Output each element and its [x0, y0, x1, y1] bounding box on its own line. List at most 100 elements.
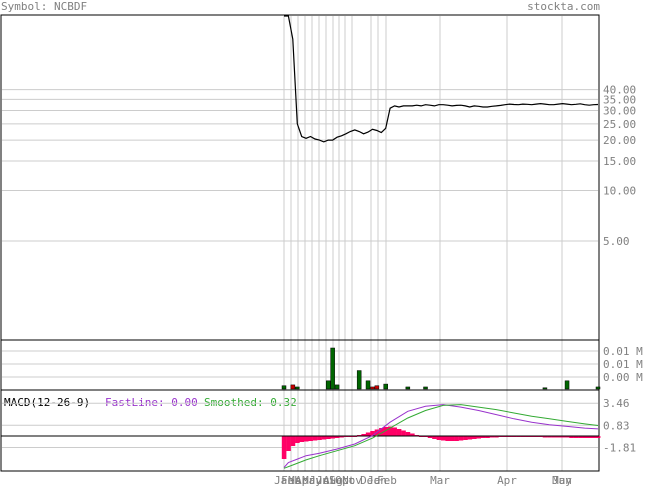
volume-bars	[281, 347, 601, 390]
macd-histogram-bar	[564, 436, 570, 438]
macd-axis-labels: 3.46 0.83 -1.81	[603, 397, 636, 454]
macd-histogram-bar	[339, 436, 344, 438]
macd-histogram-bar	[494, 436, 499, 438]
price-tick-label: 10.00	[603, 185, 636, 198]
macd-histogram-bar	[467, 436, 473, 440]
volume-bar	[383, 383, 388, 390]
macd-histogram-bar	[370, 431, 375, 436]
date-tick-label: May	[552, 474, 572, 486]
macd-histogram-bar	[387, 426, 393, 436]
macd-histogram-bar	[560, 436, 566, 438]
volume-bar	[374, 385, 380, 390]
date-tick-label: Sep	[329, 474, 349, 486]
price-tick-label: 20.00	[603, 134, 636, 147]
price-tick-label: 15.00	[603, 155, 636, 168]
volume-bar	[564, 380, 570, 390]
volume-bar	[365, 380, 371, 390]
macd-histogram-bar	[290, 436, 296, 446]
macd-histogram-bar	[334, 436, 340, 438]
price-tick-label: 35.00	[603, 93, 636, 106]
symbol-label: Symbol: NCBDF	[1, 0, 88, 13]
volume-bar	[542, 387, 548, 390]
macd-histogram-bar	[463, 436, 468, 440]
volume-bar	[330, 347, 335, 390]
macd-histogram-bar	[582, 436, 588, 438]
date-tick-label: Jun	[552, 474, 572, 486]
macd-histogram-bar	[480, 436, 486, 438]
macd-histogram-bar	[321, 436, 327, 440]
macd-histogram-bar	[405, 432, 411, 436]
date-tick-label: Jun	[309, 474, 329, 486]
gridlines	[2, 16, 598, 471]
macd-histogram-bar	[410, 433, 415, 436]
macd-tick-label: 3.46	[603, 397, 630, 410]
macd-histogram-bar	[436, 436, 442, 440]
macd-tick-label: -1.81	[603, 441, 636, 454]
volume-tick-label: 0.00 M	[603, 371, 643, 384]
date-tick-label: Feb	[281, 474, 301, 486]
date-tick-label: May	[302, 474, 322, 486]
macd-histogram-bar	[326, 436, 331, 439]
date-tick-label: Dec	[360, 474, 380, 486]
date-tick-label: Feb	[377, 474, 397, 486]
site-brand[interactable]: stockta.com	[527, 0, 600, 13]
macd-histogram-bar	[542, 436, 548, 438]
macd-histogram-bar	[392, 427, 397, 436]
volume-bar	[595, 386, 601, 390]
macd-histogram-bar	[286, 436, 291, 451]
volume-tick-label: 0.01 M	[603, 358, 643, 371]
volume-bar	[290, 384, 296, 390]
volume-bar	[295, 386, 300, 390]
macd-histogram-bar	[489, 436, 495, 438]
volume-bar	[405, 386, 411, 390]
date-tick-label: Jan	[367, 474, 387, 486]
macd-histogram-bar	[401, 430, 406, 436]
macd-fastline	[283, 404, 599, 468]
date-tick-label: Nov	[342, 474, 362, 486]
macd-histogram-bar	[379, 428, 384, 436]
volume-bar	[370, 386, 375, 390]
volume-bar	[334, 384, 340, 390]
date-tick-label: Apr	[497, 474, 517, 486]
macd-histogram-bar	[485, 436, 490, 438]
macd-histogram-bar	[454, 436, 459, 441]
macd-panel-frame	[0, 389, 600, 472]
macd-histogram-bar	[547, 436, 552, 438]
macd-title: MACD(12-26-9)	[4, 396, 91, 409]
volume-bar	[356, 370, 362, 390]
date-tick-label: Oct	[335, 474, 355, 486]
volume-bar	[281, 385, 287, 390]
volume-tick-label: 0.01 M	[603, 345, 643, 358]
date-tick-label: Mar	[288, 474, 308, 486]
macd-tick-label: 0.83	[603, 419, 630, 432]
price-tick-label: 40.00	[603, 84, 636, 97]
macd-smoothed-label: Smoothed: 0.32	[204, 396, 297, 409]
macd-histogram-bar	[569, 436, 574, 438]
date-tick-label: Mar	[430, 474, 450, 486]
macd-histogram-bar	[299, 436, 305, 442]
macd-histogram-bar	[312, 436, 318, 441]
macd-histogram-bar	[432, 436, 437, 439]
macd-histogram-bar	[361, 434, 367, 436]
macd-histogram-bar	[330, 436, 336, 439]
macd-histogram-bar	[471, 436, 477, 439]
price-line	[284, 15, 599, 143]
macd-histogram-bar	[295, 436, 300, 443]
date-tick-label: Aug	[323, 474, 343, 486]
volume-panel-frame	[0, 339, 600, 391]
date-tick-label: Apr	[295, 474, 315, 486]
macd-histogram-bar	[317, 436, 322, 440]
macd-histogram-bar	[383, 427, 389, 436]
date-axis-labels: JanFebMarAprMayJunJulAugSepOctNovDecJanF…	[274, 474, 572, 486]
macd-histogram-bar	[573, 436, 579, 438]
macd-histogram-bar	[281, 436, 287, 459]
macd-histogram-bar	[551, 436, 557, 438]
macd-histogram-bar	[441, 436, 446, 441]
macd-histogram-bar	[458, 436, 464, 441]
date-tick-label: Jul	[316, 474, 336, 486]
price-panel-frame	[0, 14, 600, 341]
macd-smoothed-line	[283, 404, 599, 469]
macd-histogram-bar	[303, 436, 309, 442]
